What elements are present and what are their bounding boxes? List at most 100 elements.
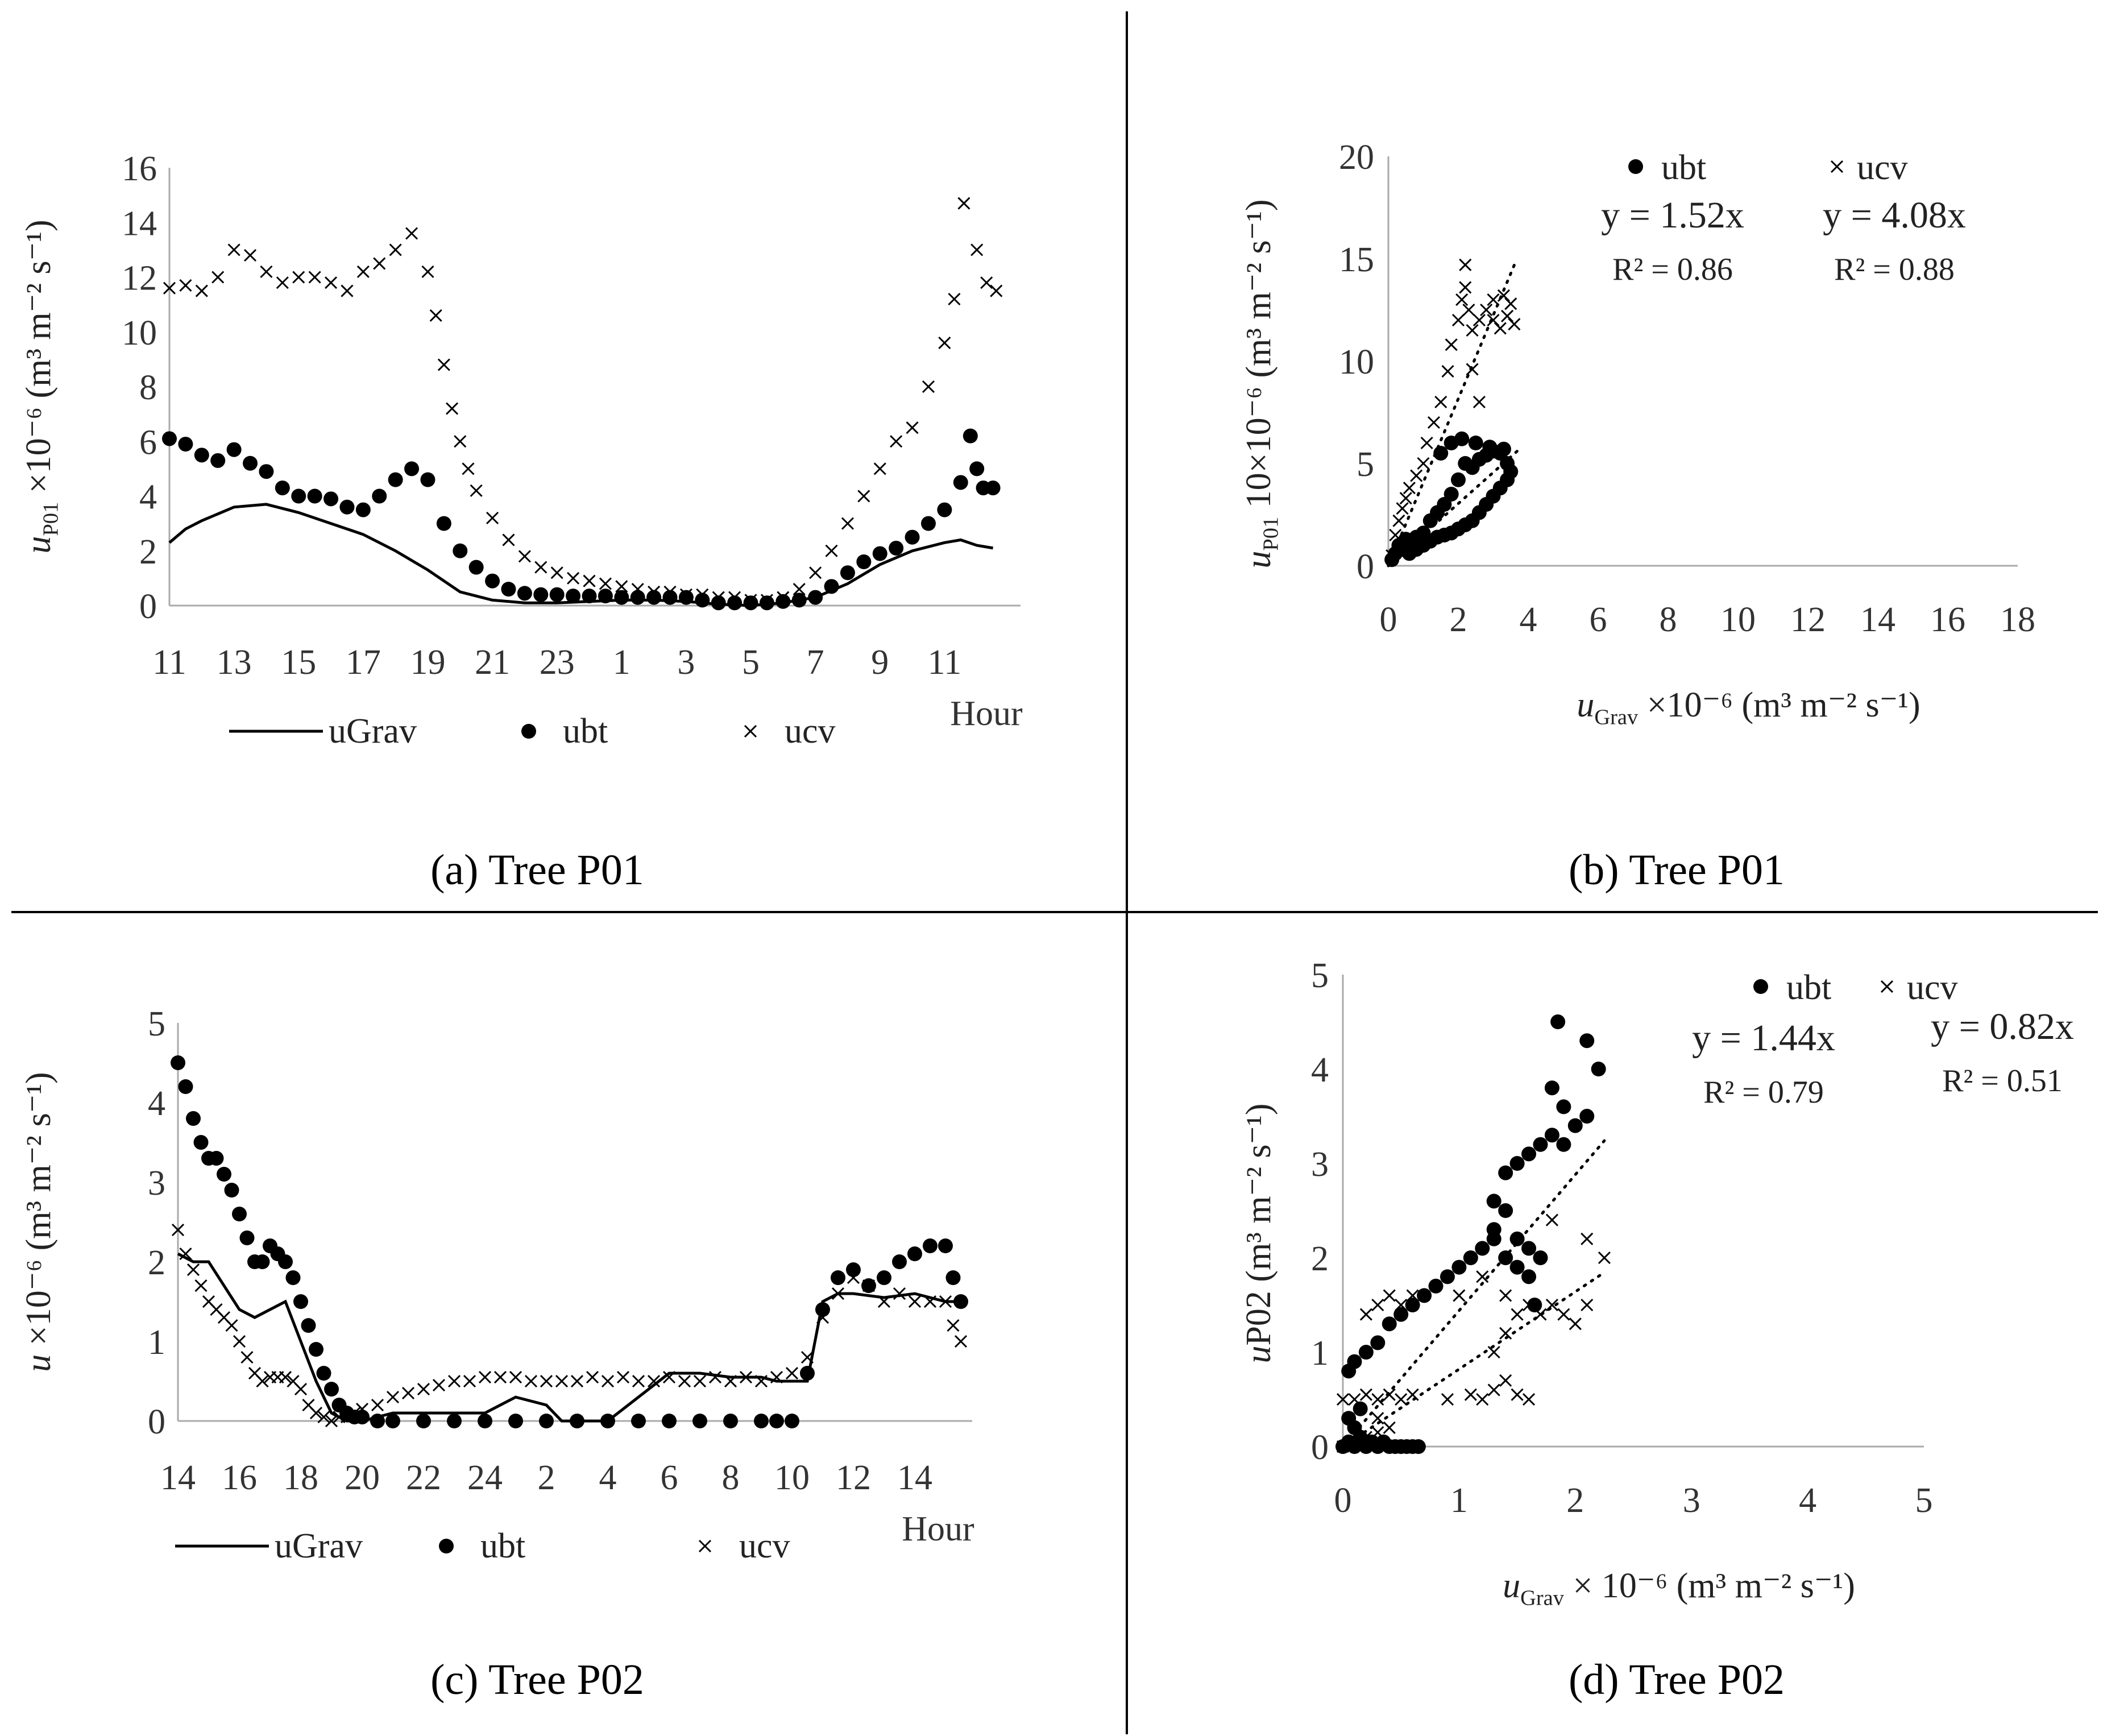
series-ucv-point (502, 533, 515, 546)
series-ucv-point (939, 1295, 952, 1308)
series-ubt-point (711, 595, 726, 611)
series-ubt-point (539, 1414, 554, 1428)
series-ucv-point-b (1410, 469, 1423, 482)
series-ubt-point (743, 595, 758, 611)
series-ucv-point (194, 1279, 208, 1292)
series-ucv-point-b (478, 1370, 492, 1384)
series-ucv-point-b (586, 1370, 599, 1384)
series-ubt-point (1411, 1439, 1426, 1454)
legend-ucv-swatch-b (698, 1539, 712, 1553)
series-ucv-point (777, 591, 790, 604)
series-ucv-point-b (401, 1386, 415, 1400)
series-ucv-point (632, 1374, 645, 1388)
series-ubt-point (815, 1302, 830, 1317)
y-tick-label: 10 (1339, 343, 1374, 382)
series-ubt-point (1550, 1014, 1566, 1029)
series-ucv-point (1434, 395, 1447, 409)
series-ucv-point-b (341, 284, 354, 297)
series-ucv-point (1499, 1327, 1512, 1340)
series-ucv-point-b (1441, 364, 1454, 378)
series-ubt-point (217, 1167, 231, 1182)
series-ucv-point-b (446, 402, 459, 415)
series-ubt-point (877, 1270, 891, 1285)
series-ucv-point (1427, 416, 1441, 429)
series-ucv-point (211, 271, 225, 284)
series-ucv-point-b (371, 1398, 384, 1412)
series-ucv-point-b (841, 517, 855, 530)
series-ucv-point-b (890, 435, 903, 448)
series-ucv-point (1392, 514, 1405, 527)
series-ucv-point-b (470, 484, 483, 497)
series-ucv-point-b (1499, 1327, 1512, 1340)
series-ucv-point (186, 1263, 200, 1277)
series-ucv-point (1371, 1426, 1384, 1439)
series-ucv-point (980, 276, 993, 289)
legend-ucv-swatch (1830, 160, 1844, 173)
trendline-ubt-equation: y = 1.52x (1601, 194, 1744, 236)
series-ubt-point (243, 455, 258, 471)
series-ucv-point-b (708, 1370, 722, 1384)
y-axis-title: uP02 (m³ m⁻² s⁻¹) (1239, 1103, 1278, 1363)
series-ucv-point (446, 402, 459, 415)
series-ucv-point-b (980, 276, 993, 289)
series-ucv-point-b (1487, 1383, 1500, 1397)
series-ucv-point (260, 265, 273, 278)
series-ubt-point (1544, 1128, 1559, 1143)
x-tick-label: 8 (722, 1459, 740, 1497)
x-tick-label: 2 (1450, 600, 1467, 639)
series-ucv-point-b (1406, 1289, 1419, 1302)
y-tick-label: 16 (122, 150, 157, 188)
series-ucv-point-b (308, 271, 321, 284)
series-ucv-point-b (447, 1374, 461, 1388)
series-ubt-point (1370, 1335, 1386, 1350)
series-ucv-point (325, 1414, 338, 1428)
series-ucv-point (947, 1319, 960, 1332)
series-ucv-point-b (1464, 1388, 1477, 1401)
series-ucv-point (648, 585, 661, 598)
y-axis-title-text: ×10⁻⁶ (m³ m⁻² s⁻¹) (19, 1072, 58, 1354)
series-ucv-point-b (240, 1350, 254, 1364)
series-ucv-point (1445, 338, 1458, 351)
series-ucv-point-b (356, 265, 370, 278)
series-ucv-point (401, 1386, 415, 1400)
series-ucv-point-b (647, 1374, 661, 1388)
series-ucv-point-b (970, 243, 984, 256)
series-ucv-point (1455, 293, 1469, 306)
series-ucv-point (1545, 1213, 1558, 1227)
series-ucv-point-b (227, 243, 240, 256)
series-ucv-point (890, 435, 903, 448)
legend-ubt-swatch (439, 1539, 454, 1553)
series-ubt-point (775, 594, 791, 609)
series-ubt-point (889, 540, 904, 556)
series-ucv-point-b (616, 1370, 630, 1384)
series-ucv-point (1476, 1393, 1489, 1406)
series-ubt-point (209, 1151, 224, 1166)
x-tick-label: 22 (406, 1459, 441, 1497)
series-ucv-point-b (1501, 309, 1514, 322)
series-ubt-point (1393, 1307, 1409, 1322)
series-ucv-point-b (693, 1374, 707, 1388)
series-ucv-point-b (437, 358, 450, 371)
x-tick-label: 17 (346, 643, 381, 682)
series-ucv-point-b (1476, 1270, 1489, 1283)
series-ubt-point (1544, 1080, 1559, 1096)
series-ucv-point-b (171, 1223, 185, 1237)
series-ucv-point (663, 585, 677, 598)
series-ucv-point (1462, 303, 1475, 317)
x-tick-label: 14 (160, 1459, 196, 1497)
series-ucv-point (728, 591, 741, 604)
series-ucv-point (857, 490, 870, 503)
series-ubt-point (324, 1382, 339, 1397)
series-ubt-point (224, 1183, 239, 1198)
series-ucv-point (179, 1247, 192, 1261)
series-ucv-point (1511, 1308, 1524, 1321)
series-ucv-point (583, 574, 596, 587)
series-ucv-point-b (1480, 303, 1493, 317)
series-ucv-point-b (279, 1370, 292, 1384)
series-ucv-point (679, 588, 692, 601)
series-ucv-point (417, 1382, 430, 1396)
series-ucv-point-b (1406, 1388, 1419, 1401)
series-ubt-point (307, 488, 322, 504)
series-ubt-point (1358, 1345, 1374, 1360)
